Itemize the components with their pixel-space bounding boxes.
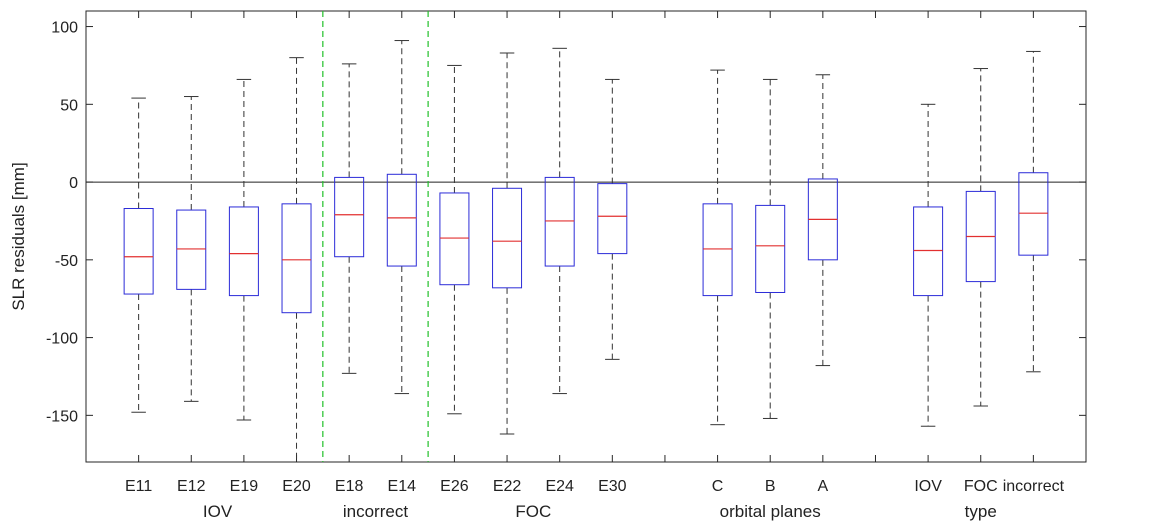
box-e26 xyxy=(439,64,470,415)
y-tick-label: -100 xyxy=(46,331,78,348)
x-tick-label: E24 xyxy=(545,478,574,495)
box-foc xyxy=(965,68,996,407)
box-e18 xyxy=(334,63,365,374)
x-tick-label: IOV xyxy=(914,478,942,495)
iqr-box xyxy=(281,203,312,314)
iqr-box xyxy=(492,187,523,289)
iqr-box xyxy=(334,176,365,258)
iqr-box xyxy=(176,209,207,290)
x-tick-label: A xyxy=(818,478,829,495)
x-tick-label: E19 xyxy=(230,478,259,495)
group-label: orbital planes xyxy=(720,502,821,521)
box-c xyxy=(702,69,733,426)
box-e30 xyxy=(597,78,628,360)
plot-frame xyxy=(85,10,1087,463)
iqr-box xyxy=(1018,172,1049,256)
axis-labels: SLR residuals [mm] xyxy=(9,162,28,310)
x-tick-label: incorrect xyxy=(1003,478,1065,495)
box-e24 xyxy=(544,47,575,395)
box-e14 xyxy=(386,40,417,395)
y-tick-label: -50 xyxy=(55,253,78,270)
iqr-box xyxy=(544,176,575,267)
y-tick-label: 50 xyxy=(60,97,78,114)
group-label: type xyxy=(965,502,997,521)
box-e19 xyxy=(228,78,259,421)
box-e11 xyxy=(123,97,154,413)
iqr-box xyxy=(123,208,154,295)
x-tick-label: E14 xyxy=(388,478,417,495)
box-iov xyxy=(913,103,944,427)
y-axis-label: SLR residuals [mm] xyxy=(9,162,28,310)
box-b xyxy=(755,78,786,419)
x-tick-label: FOC xyxy=(964,478,998,495)
x-tick-label: E11 xyxy=(125,478,152,495)
iqr-box xyxy=(913,206,944,297)
y-tick-label: 0 xyxy=(69,175,78,192)
y-tick-label: -150 xyxy=(46,408,78,425)
iqr-box xyxy=(702,203,733,297)
group-label: IOV xyxy=(203,502,233,521)
iqr-box xyxy=(597,183,628,255)
iqr-box xyxy=(228,206,259,297)
group-label: incorrect xyxy=(343,502,408,521)
x-tick-label: B xyxy=(765,478,776,495)
x-tick-label: E30 xyxy=(598,478,627,495)
box-a xyxy=(807,74,838,367)
box-e22 xyxy=(492,52,523,435)
iqr-box xyxy=(439,192,470,286)
box-e20 xyxy=(281,57,312,462)
plot-area: -150 -100 -50 0 50 100 E11 E12 E19 E20 E18 E14 E26 E2… xyxy=(46,10,1087,521)
group-label: FOC xyxy=(515,502,551,521)
y-tick-label: 100 xyxy=(51,20,78,37)
x-tick-label: E20 xyxy=(282,478,311,495)
x-tick-label: C xyxy=(712,478,724,495)
iqr-box xyxy=(386,173,417,267)
box-incorrect xyxy=(1018,50,1049,373)
iqr-box xyxy=(755,204,786,293)
x-tick-label: E22 xyxy=(493,478,522,495)
box-e12 xyxy=(176,96,207,402)
x-tick-label: E18 xyxy=(335,478,364,495)
x-tick-label: E26 xyxy=(440,478,469,495)
x-tick-label: E12 xyxy=(177,478,206,495)
